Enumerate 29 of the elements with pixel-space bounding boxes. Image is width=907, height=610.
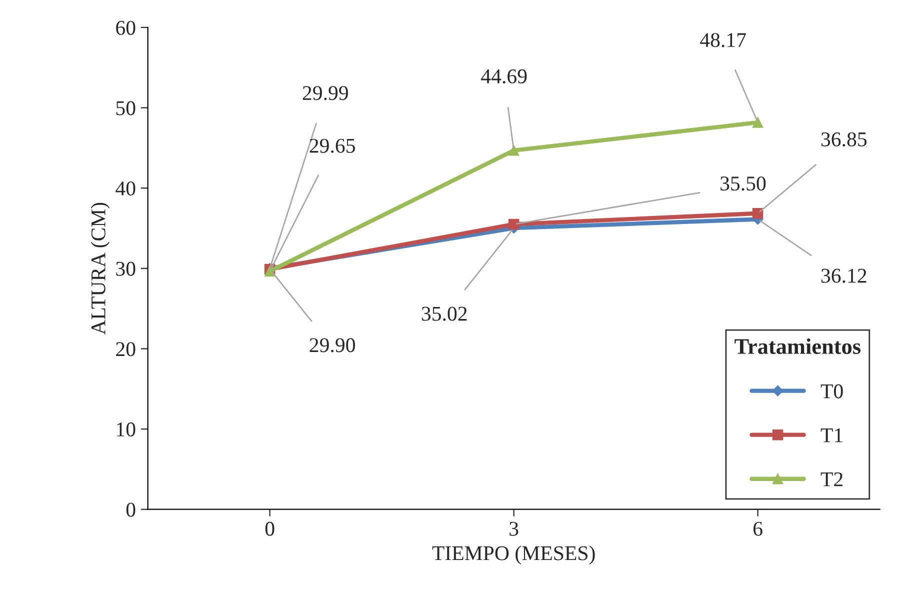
- point: [752, 208, 764, 219]
- data-label: 48.17: [700, 33, 746, 48]
- data-label: 29.65: [310, 138, 355, 153]
- point: [508, 218, 520, 230]
- y-tick-label: 50: [116, 101, 136, 116]
- legend-title: Tratamientos: [734, 338, 860, 354]
- data-label: 44.69: [481, 69, 527, 84]
- y-tick-label: 0: [126, 502, 136, 517]
- x-tick-label: 6: [753, 522, 762, 536]
- legend-label: T2: [820, 472, 842, 486]
- x-axis-title: TIEMPO (MESES): [432, 546, 595, 564]
- data-label: 29.90: [310, 338, 355, 352]
- y-tick-label: 20: [116, 342, 136, 356]
- y-axis-title: ALTURA (CM): [90, 202, 110, 335]
- y-tick-label: 60: [116, 20, 136, 35]
- data-label: 29.99: [302, 86, 348, 100]
- y-tick-label: 30: [116, 262, 136, 276]
- data-label: 35.50: [720, 176, 766, 191]
- x-tick-label: 3: [510, 522, 518, 536]
- legend-label: T1: [820, 428, 842, 442]
- x-tick-label: 0: [265, 522, 274, 536]
- data-label: 35.02: [422, 306, 467, 321]
- point: [508, 145, 520, 156]
- data-label: 36.12: [821, 268, 866, 283]
- data-label: 36.85: [821, 132, 867, 146]
- y-tick-label: 10: [117, 422, 136, 436]
- legend-label: T0: [820, 384, 843, 398]
- point: [752, 117, 764, 128]
- y-tick-label: 40: [116, 181, 136, 196]
